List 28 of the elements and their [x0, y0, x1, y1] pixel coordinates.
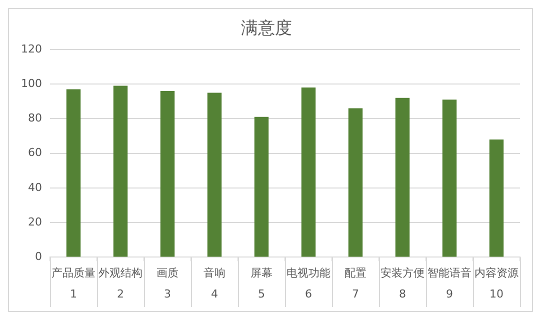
bar	[395, 98, 410, 257]
chart-title: 满意度	[241, 18, 292, 39]
bar	[348, 108, 363, 257]
bar	[489, 139, 504, 257]
x-tick-label: 外观结构 2	[98, 266, 142, 300]
bar	[207, 92, 222, 257]
y-tick-label: 80	[28, 112, 42, 125]
y-tick-label: 60	[28, 146, 42, 160]
bar	[442, 100, 457, 257]
y-tick-label: 100	[20, 76, 42, 90]
x-tick-label: 屏幕 5	[250, 266, 272, 300]
bar	[254, 116, 269, 257]
x-tick-label: 安装方便 8	[380, 266, 424, 300]
y-tick-label: 120	[20, 42, 42, 56]
x-tick-label: 产品质量 1	[51, 266, 96, 300]
y-tick-label: 40	[28, 180, 42, 194]
x-tick-label: 智能语音 9	[428, 266, 472, 300]
bar	[301, 87, 316, 257]
bar	[66, 89, 81, 257]
bar	[160, 90, 175, 257]
y-tick-label: 0	[34, 250, 42, 264]
y-tick-label: 20	[28, 215, 42, 228]
x-tick-label: 画质 3	[156, 266, 178, 300]
x-tick-label: 音响 4	[203, 266, 226, 300]
x-tick-label: 配置 7	[344, 266, 366, 300]
x-tick-label: 内容资源 10	[474, 266, 518, 300]
x-tick-label: 电视功能 6	[286, 266, 330, 300]
bar	[113, 86, 128, 257]
